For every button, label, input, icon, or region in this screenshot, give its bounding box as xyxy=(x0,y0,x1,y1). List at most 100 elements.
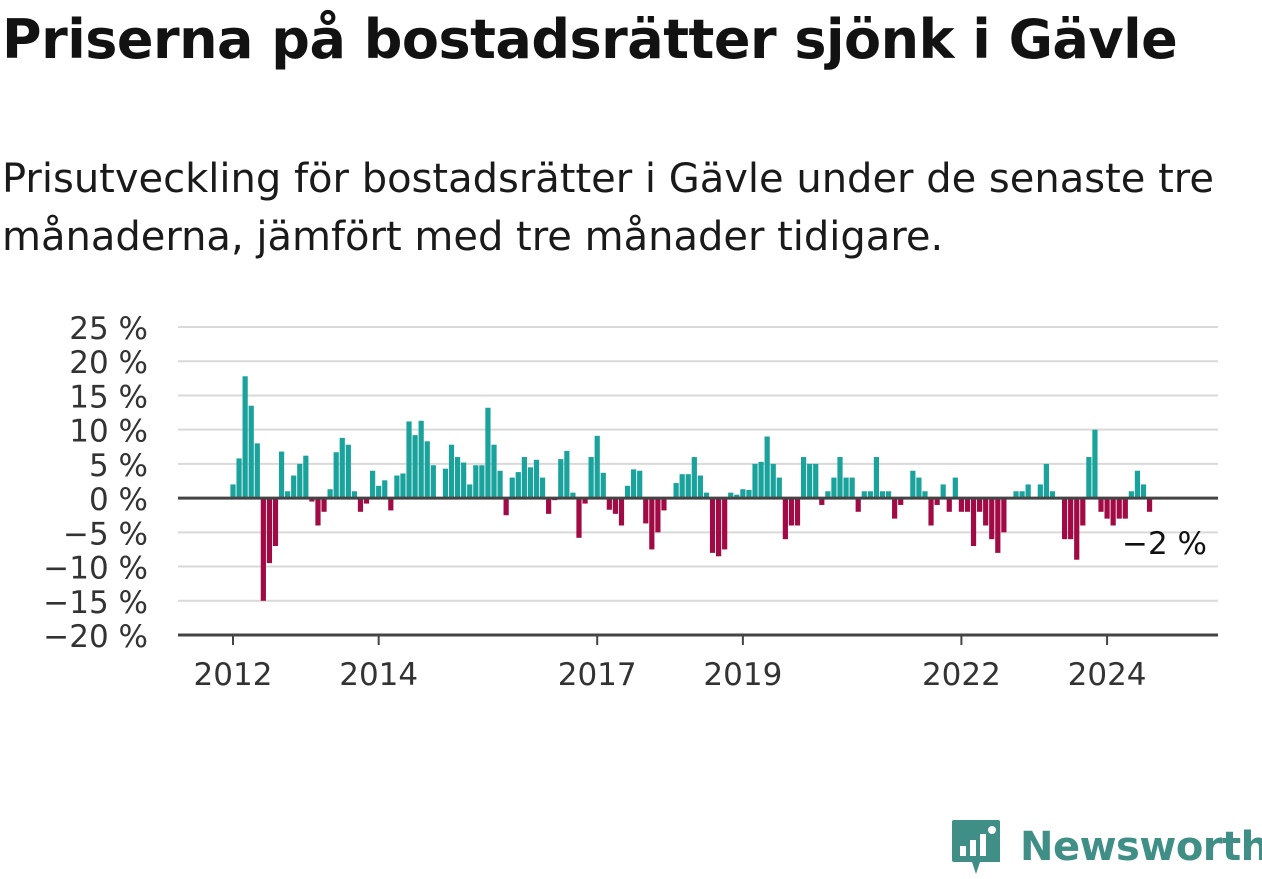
bar-negative xyxy=(649,498,655,550)
bar-positive xyxy=(236,458,242,499)
bar-positive xyxy=(703,492,710,499)
bar-negative xyxy=(582,498,588,504)
y-tick-label: −20 % xyxy=(43,619,148,655)
bar-positive xyxy=(843,477,849,499)
bar-positive xyxy=(825,491,831,499)
x-tick-label: 2017 xyxy=(558,657,637,693)
latest-value-label: −2 % xyxy=(1122,526,1207,562)
bar-positive xyxy=(837,457,843,499)
bar-positive xyxy=(1140,484,1147,499)
bar-negative xyxy=(722,498,728,550)
bar-negative xyxy=(1098,498,1104,512)
bar-positive xyxy=(339,437,345,499)
bar-negative xyxy=(946,498,952,512)
bar-positive xyxy=(570,492,576,499)
bar-negative xyxy=(928,498,934,526)
bar-positive xyxy=(885,491,892,499)
bar-positive xyxy=(491,444,497,499)
bar-positive xyxy=(728,492,734,499)
bar-negative xyxy=(964,498,971,512)
bar-positive xyxy=(382,480,388,499)
bar-positive xyxy=(285,491,291,499)
bar-positive xyxy=(940,484,946,499)
bar-negative xyxy=(321,498,327,512)
bar-positive xyxy=(467,484,473,499)
bar-positive xyxy=(873,457,880,499)
bar-negative xyxy=(958,498,964,512)
bar-negative xyxy=(1080,498,1086,526)
bar-positive xyxy=(291,475,297,499)
x-tick-label: 2012 xyxy=(194,657,273,693)
bar-positive xyxy=(539,477,546,499)
bar-positive xyxy=(1049,491,1056,499)
bar-positive xyxy=(1037,484,1043,499)
bar-positive xyxy=(1092,429,1098,499)
bar-negative xyxy=(892,498,898,519)
bar-negative xyxy=(1001,498,1007,533)
bar-positive xyxy=(1025,484,1031,499)
bar-positive xyxy=(770,463,776,499)
chart-subtitle: Prisutveckling för bostadsrätter i Gävle… xyxy=(2,156,1214,260)
bar-negative xyxy=(655,498,661,533)
bar-positive xyxy=(697,475,703,499)
bar-positive xyxy=(691,457,697,499)
gridlines xyxy=(178,326,1218,602)
bar-negative xyxy=(1146,498,1153,512)
bar-negative xyxy=(782,498,788,540)
bar-positive xyxy=(1013,491,1019,499)
bar-positive xyxy=(637,470,643,499)
bar-negative xyxy=(989,498,995,540)
bar-positive xyxy=(345,444,351,499)
bar-negative xyxy=(788,498,795,526)
bar-positive xyxy=(448,444,455,499)
bar-negative xyxy=(388,498,394,511)
bar-negative xyxy=(709,498,716,553)
bar-negative xyxy=(643,498,649,524)
bar-negative xyxy=(1122,498,1128,519)
bar-negative xyxy=(1068,498,1074,540)
bar-positive xyxy=(418,420,424,499)
bar-negative xyxy=(315,498,321,526)
bar-positive xyxy=(1128,491,1134,499)
bar-positive xyxy=(922,491,928,499)
bar-positive xyxy=(333,452,339,499)
bar-positive xyxy=(406,421,412,499)
x-tick-label: 2019 xyxy=(703,657,782,693)
bar-positive xyxy=(600,472,606,499)
bar-positive xyxy=(910,470,916,499)
newsworthy-logo: Newsworthy xyxy=(950,818,1262,876)
bar-positive xyxy=(533,459,540,499)
bar-positive xyxy=(297,463,303,499)
y-tick-label: 0 % xyxy=(89,482,148,518)
bar-positive xyxy=(879,491,886,499)
bar-positive xyxy=(424,441,430,499)
bar-positive xyxy=(867,491,873,499)
bar-positive xyxy=(254,443,260,499)
bar-positive xyxy=(278,451,285,499)
bar-positive xyxy=(558,459,564,499)
bar-negative xyxy=(266,498,273,564)
bar-positive xyxy=(442,468,449,499)
bar-positive xyxy=(752,463,758,499)
bar-negative xyxy=(618,498,625,526)
bar-negative xyxy=(357,498,364,512)
bar-positive xyxy=(351,491,357,499)
bar-negative xyxy=(576,498,582,538)
x-tick-label: 2014 xyxy=(339,657,418,693)
x-tick-label: 2022 xyxy=(922,657,1001,693)
bar-positive xyxy=(527,467,534,499)
bar-positive xyxy=(746,489,752,499)
bar-positive xyxy=(831,477,837,499)
y-tick-label: 15 % xyxy=(69,379,148,415)
bar-negative xyxy=(794,498,801,526)
bar-chart: 25 %20 %15 %10 %5 %0 %−5 %−10 %−15 %−20 … xyxy=(43,311,1218,693)
bar-positive xyxy=(734,494,740,499)
bar-positive xyxy=(588,457,594,499)
x-axis-ticks: 2012 2014 2017 2019 2022 2024 xyxy=(194,635,1147,693)
bar-positive xyxy=(394,475,400,499)
bar-positive xyxy=(412,435,418,499)
bar-positive xyxy=(515,472,521,499)
bar-negative xyxy=(1110,498,1116,526)
bar-negative xyxy=(546,498,552,514)
bar-positive xyxy=(1019,491,1025,499)
